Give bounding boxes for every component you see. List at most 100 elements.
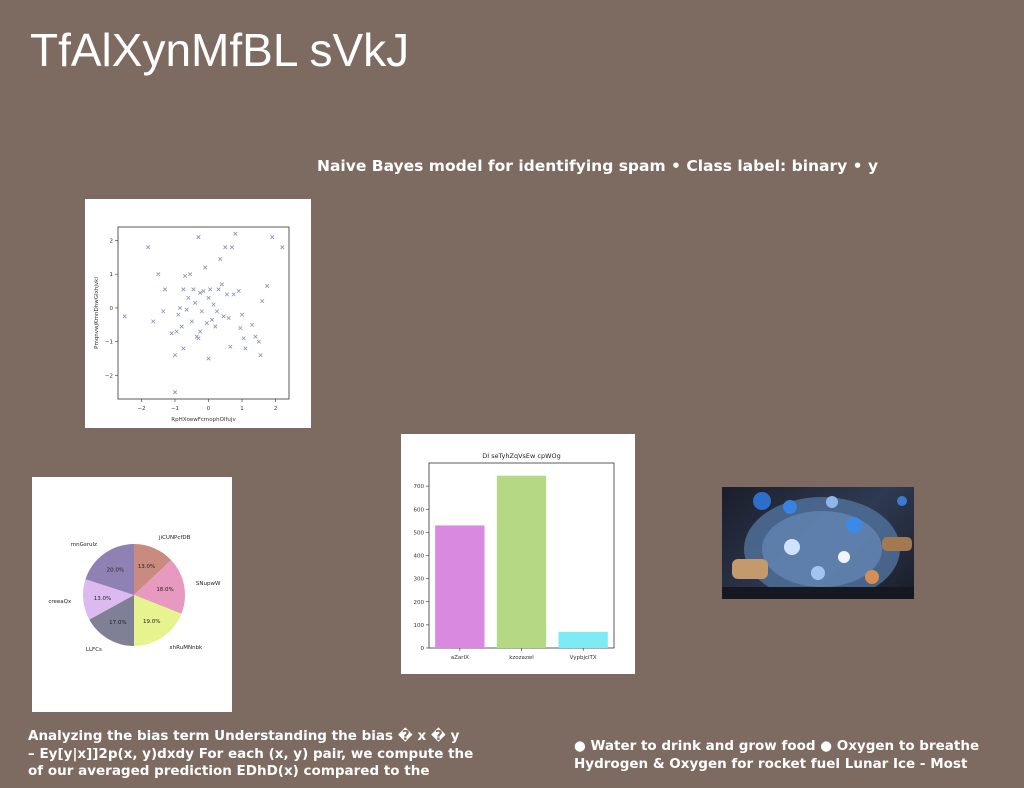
bias-line-2: – Ey[y|x]]2p(x, y)dxdy For each (x, y) p…: [28, 745, 474, 762]
scatter-point-stroke: [211, 302, 216, 307]
pie-slice-label: jiCUNPcfDB: [158, 535, 191, 541]
scatter-point-stroke: [206, 356, 211, 361]
scatter-x-tick-label: −2: [137, 406, 145, 412]
scatter-point-stroke: [188, 272, 193, 277]
scatter-point: [223, 245, 228, 250]
scatter-point-stroke: [151, 319, 156, 324]
scatter-point: [280, 245, 285, 250]
scatter-point: [196, 235, 201, 240]
bar-x-tick-label: kzozazwl: [509, 655, 534, 661]
scatter-y-tick-label: 0: [110, 306, 114, 312]
pie-slice-label: xhRuMNnbk: [169, 645, 203, 651]
scatter-point: [270, 235, 275, 240]
scatter-point: [201, 288, 206, 294]
scatter-point: [204, 321, 209, 326]
scatter-point-stroke: [228, 344, 233, 349]
scatter-point: [188, 272, 193, 277]
scatter-point-stroke: [221, 314, 226, 319]
photo-illustration: [722, 492, 914, 599]
scatter-point: [174, 329, 179, 334]
scatter-point-stroke: [161, 309, 166, 314]
scatter-point: [208, 287, 213, 292]
scatter-point-stroke: [239, 312, 245, 317]
photo-image: [722, 487, 914, 599]
scatter-point-stroke: [243, 346, 248, 351]
scatter-point: [206, 356, 211, 361]
pie-slice: [134, 544, 172, 595]
scatter-point: [218, 256, 223, 262]
scatter-point: [199, 309, 204, 314]
pie-slice-percent: 17.0%: [109, 620, 126, 626]
scatter-point-stroke: [199, 309, 204, 314]
bar: [558, 631, 608, 648]
bar: [435, 525, 485, 648]
scatter-point-stroke: [146, 245, 151, 250]
page-title: TfAlXynMfBL sVkJ: [30, 24, 410, 76]
scatter-point-stroke: [156, 272, 161, 277]
scatter-point: [198, 290, 203, 295]
scatter-x-tick-label: −1: [171, 406, 179, 412]
scatter-point: [229, 245, 235, 250]
scatter-point-stroke: [280, 245, 285, 250]
scatter-point: [177, 305, 183, 311]
bias-text-block: Analyzing the bias term Understanding th…: [28, 728, 508, 781]
scatter-point: [209, 317, 214, 322]
scatter-point-stroke: [231, 292, 236, 297]
scatter-point: [162, 287, 168, 292]
scatter-point: [146, 245, 151, 250]
scatter-point-stroke: [265, 283, 270, 289]
bar-y-tick-label: 0: [421, 646, 425, 652]
scatter-point: [181, 346, 186, 351]
scatter-point: [231, 292, 236, 297]
scatter-point-stroke: [179, 324, 184, 329]
scatter-point-stroke: [174, 329, 179, 334]
scatter-y-tick-label: 1: [110, 272, 114, 278]
scatter-point-stroke: [226, 315, 231, 321]
scatter-point-stroke: [172, 353, 178, 358]
scatter-point-stroke: [213, 324, 218, 329]
scatter-point: [265, 283, 270, 289]
bar-y-tick-label: 300: [414, 577, 425, 583]
scatter-point: [172, 390, 178, 395]
scatter-point-stroke: [177, 305, 183, 311]
bias-line-3: of our averaged prediction EDhD(x) compa…: [28, 763, 430, 779]
scatter-point: [161, 309, 166, 314]
pie-slice: [83, 579, 134, 620]
scatter-point: [256, 339, 261, 344]
scatter-point: [213, 324, 218, 329]
bar-chart-card: DI seTyhZqVsEw cpWOg 0 100 200 300 400 500 600 7…: [401, 434, 635, 674]
scatter-point: [176, 312, 181, 317]
pie-slice-percent: 13.0%: [94, 596, 111, 602]
scatter-point: [189, 319, 194, 324]
bar-x-tick-label: VypbjciTX: [570, 655, 597, 661]
scatter-point: [228, 344, 233, 349]
bar-x-tick-label: aZarIX: [451, 655, 469, 661]
scatter-point-stroke: [236, 288, 241, 294]
pie-slice-percent: 13.0%: [138, 564, 155, 570]
scatter-point-stroke: [253, 334, 258, 339]
scatter-point-stroke: [198, 329, 203, 334]
page-subtitle: Naive Bayes model for identifying spam •…: [317, 157, 879, 175]
pie-slice-label: creeaQx: [48, 599, 72, 605]
scatter-point-stroke: [260, 299, 265, 304]
scatter-point: [172, 353, 178, 358]
scatter-point-stroke: [169, 331, 174, 336]
scatter-point-stroke: [219, 282, 225, 287]
bar-y-tick-label: 200: [414, 600, 425, 606]
scatter-point: [156, 272, 161, 277]
scatter-point: [151, 319, 156, 324]
scatter-point: [193, 300, 198, 305]
pie-slice-label: LLFCs: [86, 647, 102, 653]
scatter-point-stroke: [196, 235, 201, 240]
scatter-point: [179, 324, 184, 329]
scatter-chart: −2 −1 0 1 2 −2 −1 0 1 2 RpHXoewFcmophOlfujv Pmqnvwj…: [94, 226, 290, 423]
lunar-line-1: ● Water to drink and grow food ● Oxygen …: [574, 738, 980, 754]
scatter-point: [224, 292, 230, 297]
scatter-point: [253, 334, 258, 339]
pie-slice: [134, 560, 185, 614]
scatter-point-stroke: [256, 339, 261, 344]
scatter-point-stroke: [193, 300, 198, 305]
scatter-x-tick-label: 1: [240, 406, 244, 412]
scatter-point-stroke: [186, 295, 191, 300]
scatter-point-stroke: [241, 336, 246, 341]
